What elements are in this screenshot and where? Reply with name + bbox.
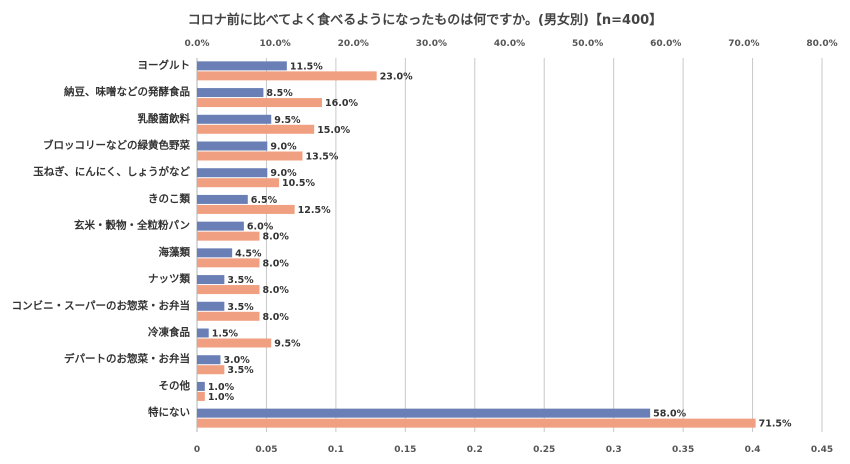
data-label: 1.0% (208, 382, 235, 393)
bar (197, 391, 205, 401)
bottom-axis-tick: 0.3 (606, 445, 622, 455)
category-label: 海藻類 (159, 245, 191, 258)
data-label: 6.5% (251, 195, 278, 206)
category-label: ブロッコリーなどの緑黄色野菜 (43, 139, 190, 152)
category-label: 特にない (148, 406, 190, 419)
data-label: 8.0% (263, 258, 290, 269)
bar (197, 141, 268, 151)
data-label: 16.0% (325, 98, 358, 109)
category-label: その他 (159, 379, 191, 392)
category-label: ナッツ類 (148, 272, 190, 285)
bar (197, 275, 225, 285)
data-label: 13.5% (305, 152, 338, 163)
category-label: 冷凍食品 (148, 326, 190, 339)
bar (197, 285, 260, 295)
top-axis-tick: 30.0% (416, 39, 447, 49)
bar (197, 178, 280, 188)
bar (197, 98, 322, 108)
data-label: 9.0% (270, 168, 297, 179)
top-axis-tick: 0.0% (185, 39, 210, 49)
category-label: 玄米・穀物・全粒粉パン (74, 219, 190, 232)
bar (197, 151, 303, 161)
data-label: 6.0% (247, 222, 274, 233)
bar (197, 168, 268, 178)
bottom-axis-tick: 0.45 (811, 445, 833, 455)
bottom-axis-tick: 0.35 (672, 445, 694, 455)
category-label: 納豆、味噌などの発酵食品 (64, 85, 190, 98)
data-label: 4.5% (235, 248, 262, 259)
top-axis-tick: 50.0% (572, 39, 603, 49)
data-label: 8.0% (263, 312, 290, 323)
category-label: コンビニ・スーパーのお惣菜・お弁当 (12, 299, 190, 312)
bottom-axis-tick: 0.1 (328, 445, 344, 455)
bar (197, 61, 287, 71)
data-label: 71.5% (759, 419, 792, 430)
data-label: 10.5% (282, 178, 315, 189)
bottom-axis-tick: 0.25 (533, 445, 555, 455)
bar (197, 248, 233, 258)
bar (197, 408, 651, 418)
category-label: ヨーグルト (138, 58, 191, 71)
bar (197, 355, 221, 365)
data-label: 9.5% (274, 115, 301, 126)
bar (197, 231, 260, 241)
data-label: 9.0% (270, 142, 297, 153)
data-label: 9.5% (274, 339, 301, 350)
data-label: 8.5% (266, 88, 293, 99)
top-axis-tick: 10.0% (260, 39, 291, 49)
data-label: 3.0% (223, 355, 250, 366)
category-label: 乳酸菌飲料 (138, 112, 191, 125)
category-label: 玉ねぎ、にんにく、しょうがなど (33, 165, 190, 178)
data-label: 3.5% (227, 275, 254, 286)
top-axis-tick: 20.0% (338, 39, 369, 49)
data-label: 15.0% (317, 125, 350, 136)
bar (197, 71, 377, 81)
data-label: 3.5% (227, 302, 254, 313)
category-label: デパートのお惣菜・お弁当 (64, 352, 190, 365)
data-label: 58.0% (653, 409, 686, 420)
data-label: 1.5% (212, 329, 239, 340)
bottom-axis-tick: 0.05 (255, 445, 277, 455)
bar (197, 124, 315, 134)
bar (197, 114, 272, 124)
bar (197, 338, 272, 348)
data-label: 3.5% (227, 365, 254, 376)
bar (197, 418, 756, 428)
bar (197, 88, 264, 98)
bottom-axis-tick: 0.4 (745, 445, 761, 455)
bar (197, 258, 260, 268)
top-axis-tick: 40.0% (494, 39, 525, 49)
bar (197, 194, 248, 204)
top-axis-tick: 60.0% (650, 39, 681, 49)
bar (197, 381, 205, 391)
bar (197, 301, 225, 311)
bar (197, 204, 295, 214)
bottom-axis-tick: 0.2 (467, 445, 483, 455)
data-label: 12.5% (298, 205, 331, 216)
bar (197, 365, 225, 375)
data-label: 23.0% (380, 71, 413, 82)
top-axis-tick: 80.0% (806, 39, 837, 49)
bar (197, 311, 260, 321)
bottom-axis-tick: 0.15 (394, 445, 416, 455)
top-axis-tick: 70.0% (728, 39, 759, 49)
data-label: 1.0% (208, 392, 235, 403)
data-label: 8.0% (263, 285, 290, 296)
category-label: きのこ類 (148, 192, 190, 205)
chart-title: コロナ前に比べてよく食べるようになったものは何ですか。(男女別)【n=400】 (187, 13, 663, 28)
bar (197, 328, 209, 338)
data-label: 11.5% (290, 61, 323, 72)
data-label: 8.0% (263, 232, 290, 243)
bottom-axis-tick: 0 (194, 445, 200, 455)
bar (197, 221, 244, 231)
